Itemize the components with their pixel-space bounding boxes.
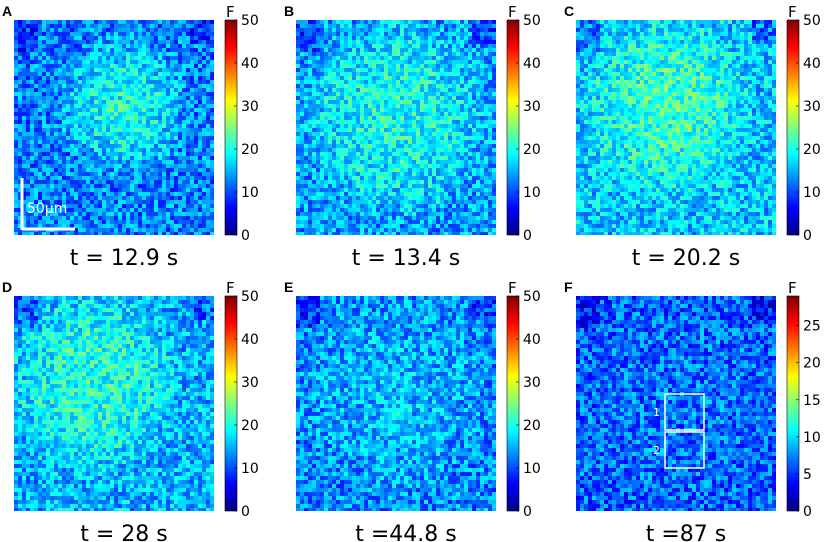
panel-letter: A bbox=[2, 3, 12, 19]
roi-label: 2 bbox=[653, 444, 660, 457]
colorbar-tick-label: 30 bbox=[241, 99, 259, 115]
panel-c: C F 0 10 20 30 40 50 t = 20.2 s bbox=[564, 3, 821, 271]
colorbar-tick-label: 10 bbox=[523, 461, 541, 477]
colorbar-tick-label: 30 bbox=[803, 99, 821, 115]
colorbar-tick-label: 15 bbox=[803, 393, 821, 409]
colorbar-tick-label: 50 bbox=[803, 13, 821, 29]
colorbar-tick-label: 10 bbox=[241, 185, 259, 201]
time-label: t =44.8 s bbox=[355, 522, 457, 542]
panel-e: E F 0 10 20 30 40 50 t =44.8 s bbox=[284, 279, 541, 542]
roi-label: 1 bbox=[653, 406, 660, 419]
colorbar-tick-label: 0 bbox=[241, 228, 250, 244]
colorbar-tick-label: 40 bbox=[803, 56, 821, 72]
colorbar-tick-label: 0 bbox=[803, 228, 812, 244]
time-label: t =87 s bbox=[646, 522, 727, 542]
roi-box-1 bbox=[664, 393, 705, 431]
panel-letter: F bbox=[564, 279, 573, 295]
colorbar-tick-label: 10 bbox=[803, 430, 821, 446]
colorbar-tick-label: 0 bbox=[523, 228, 532, 244]
panel-d: D F 0 10 20 30 40 50 t = 28 s bbox=[2, 279, 259, 542]
colorbar-tick-label: 0 bbox=[803, 504, 812, 520]
panel-letter: C bbox=[564, 3, 574, 19]
fluorescence-image bbox=[296, 296, 496, 511]
colorbar bbox=[786, 19, 800, 236]
colorbar-unit-label: F bbox=[788, 3, 797, 21]
colorbar bbox=[786, 295, 800, 512]
colorbar-tick-label: 20 bbox=[241, 418, 259, 434]
colorbar-tick-label: 25 bbox=[803, 319, 821, 335]
colorbar-tick-label: 30 bbox=[241, 375, 259, 391]
roi-box-2 bbox=[664, 431, 705, 469]
colorbar-tick-label: 10 bbox=[523, 185, 541, 201]
colorbar bbox=[224, 19, 238, 236]
colorbar-tick-label: 20 bbox=[803, 142, 821, 158]
colorbar-tick-label: 10 bbox=[803, 185, 821, 201]
scale-bar-label: 50μm bbox=[27, 201, 67, 217]
colorbar-tick-label: 0 bbox=[523, 504, 532, 520]
colorbar-tick-label: 0 bbox=[241, 504, 250, 520]
time-label: t = 28 s bbox=[80, 522, 168, 542]
colorbar-tick-label: 20 bbox=[803, 356, 821, 372]
time-label: t = 12.9 s bbox=[70, 246, 179, 271]
colorbar-unit-label: F bbox=[788, 279, 797, 297]
scale-bar: 50μm bbox=[20, 178, 75, 231]
colorbar-tick-label: 20 bbox=[523, 142, 541, 158]
colorbar-tick-label: 50 bbox=[241, 13, 259, 29]
fluorescence-image bbox=[14, 296, 214, 511]
panel-b: B F 0 10 20 30 40 50 t = 13.4 s bbox=[284, 3, 541, 271]
colorbar bbox=[506, 295, 520, 512]
panel-a: A F 0 10 20 30 40 50 t = 12.9 s 50μm bbox=[2, 3, 259, 271]
panel-letter: E bbox=[284, 279, 293, 295]
colorbar-tick-label: 40 bbox=[523, 56, 541, 72]
fluorescence-image bbox=[14, 20, 214, 235]
colorbar-tick-label: 5 bbox=[803, 467, 812, 483]
colorbar-unit-label: F bbox=[508, 279, 517, 297]
panel-f: F F 0 5 10 15 20 25 t =87 s 1 2 bbox=[564, 279, 821, 542]
colorbar-unit-label: F bbox=[226, 3, 235, 21]
colorbar-tick-label: 30 bbox=[523, 99, 541, 115]
panel-letter: B bbox=[284, 3, 294, 19]
colorbar bbox=[224, 295, 238, 512]
colorbar-unit-label: F bbox=[226, 279, 235, 297]
fluorescence-image bbox=[576, 296, 776, 511]
colorbar-tick-label: 10 bbox=[241, 461, 259, 477]
colorbar-tick-label: 20 bbox=[523, 418, 541, 434]
fluorescence-image bbox=[576, 20, 776, 235]
colorbar bbox=[506, 19, 520, 236]
colorbar-unit-label: F bbox=[508, 3, 517, 21]
colorbar-tick-label: 40 bbox=[241, 56, 259, 72]
fluorescence-image bbox=[296, 20, 496, 235]
panel-letter: D bbox=[2, 279, 12, 295]
colorbar-tick-label: 50 bbox=[523, 13, 541, 29]
colorbar-tick-label: 50 bbox=[523, 289, 541, 305]
colorbar-tick-label: 20 bbox=[241, 142, 259, 158]
time-label: t = 13.4 s bbox=[352, 246, 461, 271]
colorbar-tick-label: 50 bbox=[241, 289, 259, 305]
time-label: t = 20.2 s bbox=[632, 246, 741, 271]
colorbar-tick-label: 30 bbox=[523, 375, 541, 391]
colorbar-tick-label: 40 bbox=[523, 332, 541, 348]
colorbar-tick-label: 40 bbox=[241, 332, 259, 348]
